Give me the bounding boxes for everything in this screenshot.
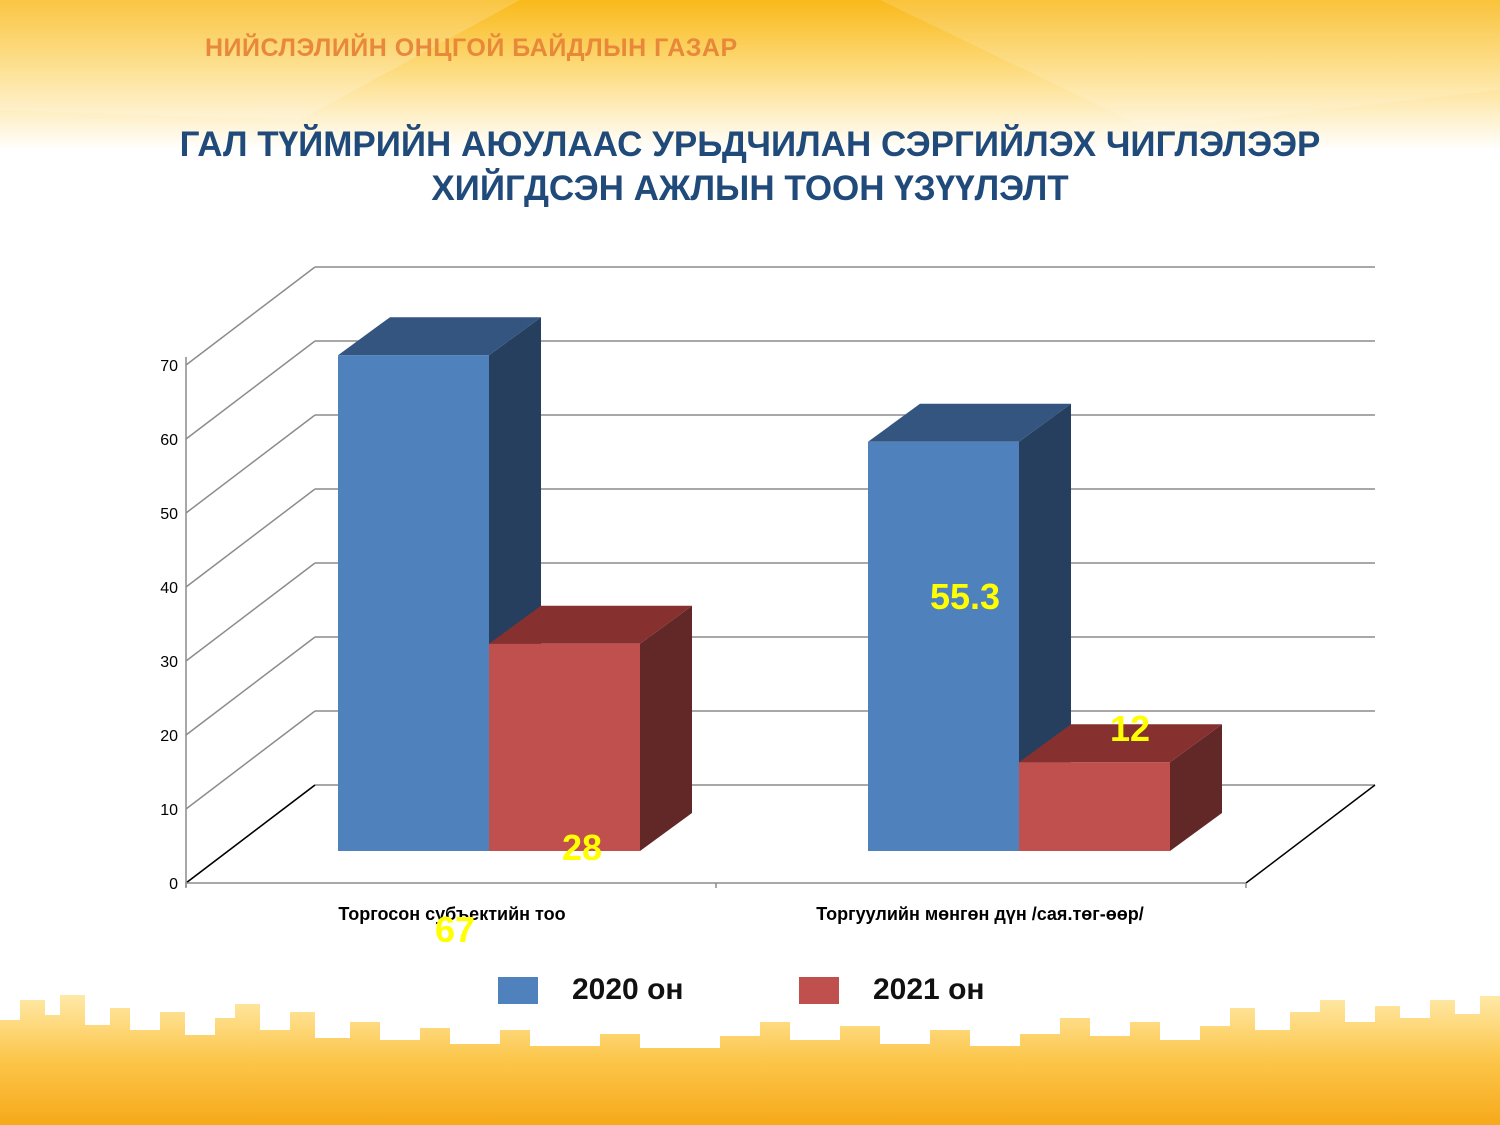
legend-item-2021: 2021 он	[799, 973, 985, 1007]
y-tick-label: 10	[160, 802, 178, 819]
floor-right-edge	[1245, 784, 1376, 884]
category-label: Торгосон субъектийн тоо	[338, 904, 565, 924]
bar-top-2020	[868, 403, 1071, 442]
bar-2020	[868, 441, 1019, 851]
data-label: 12	[1110, 708, 1150, 749]
category-label: Торгуулийн мөнгөн дүн /сая.төг-өөр/	[816, 904, 1143, 924]
bar-2021	[489, 643, 640, 851]
legend-swatch-2021	[799, 976, 839, 1004]
legend-label-2020: 2020 он	[572, 973, 684, 1006]
y-tick-label: 70	[160, 358, 178, 375]
gridline-diagonal	[185, 562, 316, 662]
floor-left-edge	[185, 784, 316, 884]
y-tick-label: 0	[169, 876, 178, 893]
data-label: 28	[562, 827, 602, 868]
legend-item-2020: 2020 он	[498, 973, 684, 1007]
y-tick-label: 50	[160, 506, 178, 523]
bar-top-2020	[338, 317, 541, 356]
y-tick-label: 20	[160, 728, 178, 745]
legend-label-2021: 2021 он	[873, 973, 985, 1006]
slide-title-line-2: ХИЙГДСЭН АЖЛЫН ТООН ҮЗҮҮЛЭЛТ	[431, 169, 1069, 208]
gridline-diagonal	[185, 414, 316, 514]
bar-2020	[338, 355, 489, 851]
bar-top-2021	[489, 605, 692, 644]
y-tick-label: 60	[160, 432, 178, 449]
gridline-diagonal	[185, 710, 316, 810]
data-label: 67	[435, 909, 475, 950]
gridline-diagonal	[185, 340, 316, 440]
y-tick-label: 30	[160, 654, 178, 671]
y-tick-label: 40	[160, 580, 178, 597]
bar-side-2021	[640, 605, 692, 851]
data-label: 55.3	[930, 576, 1000, 617]
slide-title-line-1: ГАЛ ТҮЙМРИЙН АЮУЛААС УРЬДЧИЛАН СЭРГИЙЛЭХ…	[179, 125, 1321, 164]
gridline-diagonal	[185, 488, 316, 588]
gridline-diagonal	[185, 636, 316, 736]
gridline-diagonal	[185, 266, 316, 366]
bar-side-2021	[1170, 724, 1222, 851]
bar-2021	[1019, 762, 1170, 851]
legend-swatch-2020	[498, 976, 538, 1004]
bar-top-2021	[1019, 724, 1222, 763]
organization-name: НИЙСЛЭЛИЙН ОНЦГОЙ БАЙДЛЫН ГАЗАР	[205, 34, 738, 62]
